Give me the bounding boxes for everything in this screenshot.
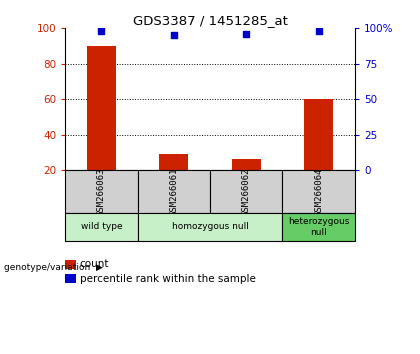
Point <box>98 28 105 34</box>
Text: homozygous null: homozygous null <box>171 222 249 231</box>
Bar <box>138 170 210 213</box>
Bar <box>232 159 261 170</box>
Text: count: count <box>80 259 109 269</box>
Text: GSM266063: GSM266063 <box>97 167 106 216</box>
Bar <box>65 170 138 213</box>
Text: GSM266064: GSM266064 <box>314 167 323 216</box>
Bar <box>282 213 355 241</box>
Bar <box>159 154 188 170</box>
Text: wild type: wild type <box>81 222 122 231</box>
Text: percentile rank within the sample: percentile rank within the sample <box>80 274 256 284</box>
Bar <box>87 46 116 170</box>
Bar <box>138 213 282 241</box>
Title: GDS3387 / 1451285_at: GDS3387 / 1451285_at <box>133 14 287 27</box>
Point <box>243 31 249 37</box>
Bar <box>65 213 138 241</box>
Text: GSM266061: GSM266061 <box>169 167 178 216</box>
Bar <box>304 99 333 170</box>
Point <box>171 33 177 38</box>
Bar <box>282 170 355 213</box>
Text: genotype/variation  ▶: genotype/variation ▶ <box>4 263 103 272</box>
Text: GSM266062: GSM266062 <box>242 167 251 216</box>
Point <box>315 28 322 34</box>
Bar <box>210 170 282 213</box>
Text: heterozygous
null: heterozygous null <box>288 217 349 236</box>
